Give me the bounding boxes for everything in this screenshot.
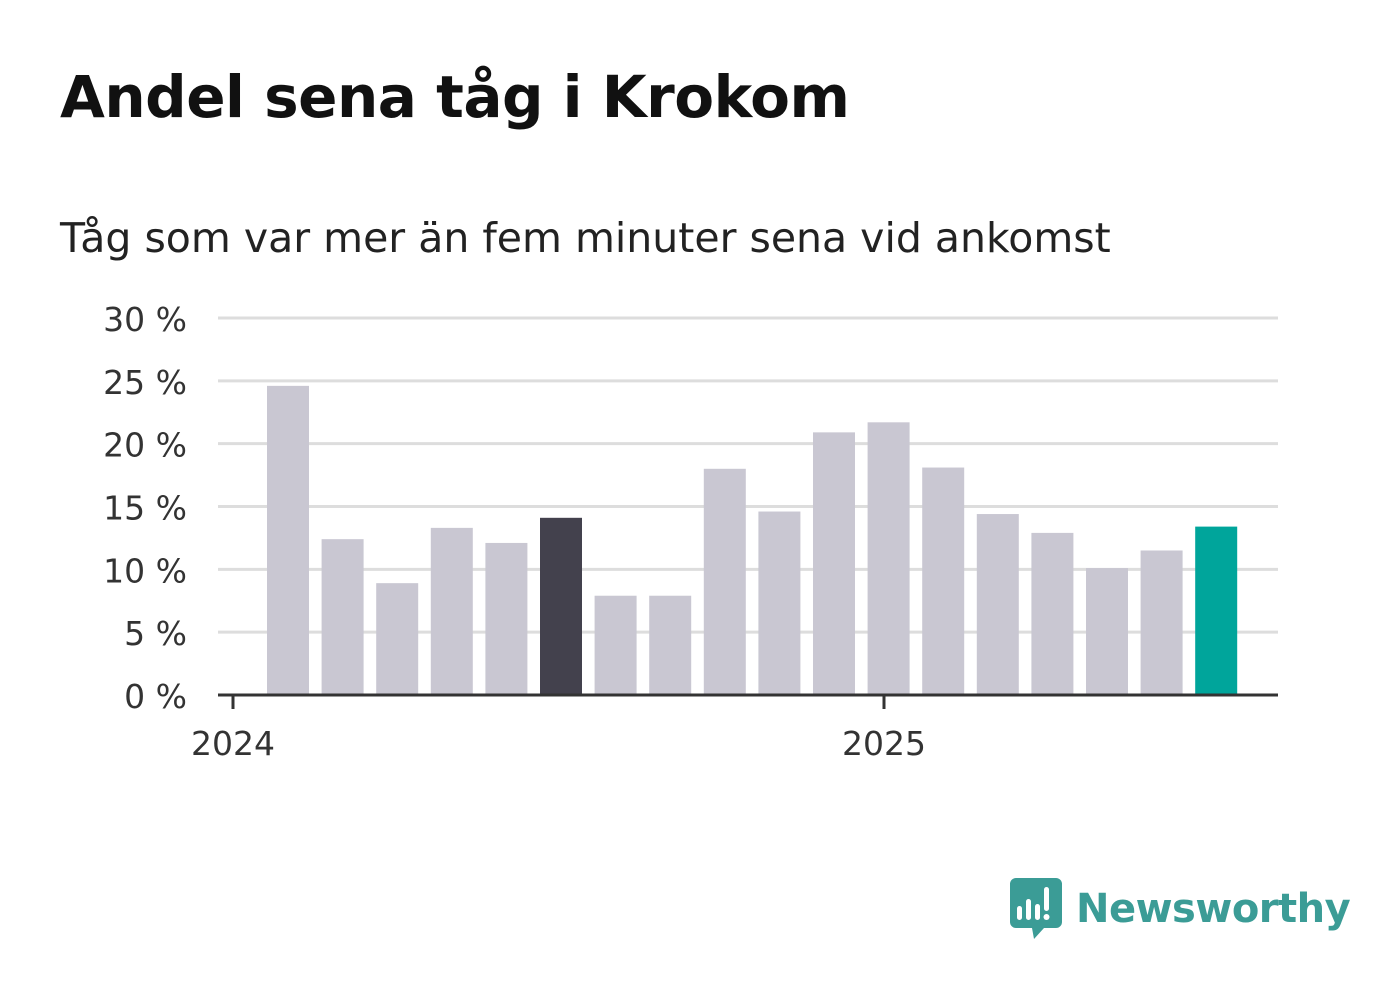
bar-16 [1086,568,1128,695]
bar-4 [430,527,473,695]
y-tick-label: 0 % [124,677,187,716]
bar-1 [267,385,309,695]
bar-3 [376,583,419,695]
x-tick-label: 2024 [191,724,275,763]
bar-15 [1031,532,1074,695]
y-axis-tick-labels: 0 % 5 % 10 % 15 % 20 % 25 % 30 % [103,300,187,716]
x-tick-label: 2025 [842,724,926,763]
bar-5 [485,542,528,695]
chart-subtitle: Tåg som var mer än fem minuter sena vid … [60,214,1111,262]
bar-7 [594,595,637,695]
y-tick-label: 15 % [103,489,187,528]
bars [267,385,1238,695]
y-tick-label: 30 % [103,300,187,339]
bar-6 [540,517,582,695]
newsworthy-logo-text: Newsworthy [1076,886,1351,932]
y-tick-label: 10 % [103,551,187,590]
x-axis-tick-labels: 2024 2025 [191,724,926,763]
bar-8 [649,595,692,695]
bar-2 [321,539,364,695]
chart-title: Andel sena tåg i Krokom [60,63,850,131]
x-axis [218,693,1278,709]
bar-9 [703,468,746,695]
bar-17 [1140,550,1183,695]
newsworthy-logo: Newsworthy [1010,878,1351,940]
y-tick-label: 20 % [103,426,187,465]
bar-13 [922,467,965,695]
y-tick-label: 5 % [124,614,187,653]
bar-11 [813,432,855,695]
bar-14 [976,514,1019,695]
bar-18 [1195,526,1238,695]
y-tick-label: 25 % [103,363,187,402]
newsworthy-bar-chart-speech-icon [1010,878,1062,939]
bar-12 [867,422,910,695]
bar-10 [758,511,801,695]
